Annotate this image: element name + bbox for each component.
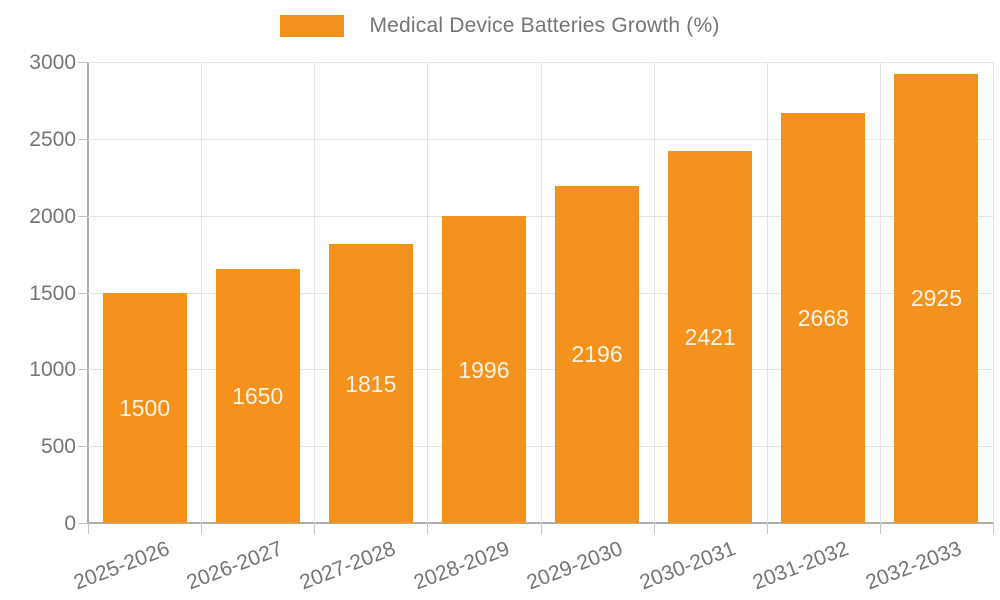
bar-2032-2033[interactable]: 2925 bbox=[894, 73, 979, 523]
y-tick-mark bbox=[78, 446, 88, 448]
y-tick-mark bbox=[78, 215, 88, 217]
x-gridline bbox=[766, 62, 768, 523]
bar-2031-2032[interactable]: 2668 bbox=[781, 113, 866, 523]
bar-2030-2031[interactable]: 2421 bbox=[668, 150, 753, 523]
y-axis-tick-label: 1500 bbox=[29, 281, 76, 305]
x-tick-mark bbox=[427, 523, 429, 534]
x-tick-mark bbox=[993, 523, 994, 534]
x-tick-mark bbox=[201, 523, 203, 534]
x-axis-label: 2026-2027 bbox=[183, 537, 286, 595]
y-tick-mark bbox=[78, 523, 88, 524]
legend: Medical Device Batteries Growth (%) bbox=[0, 14, 1000, 38]
x-axis-label: 2030-2031 bbox=[636, 537, 739, 595]
x-tick-mark bbox=[314, 523, 316, 534]
y-axis-tick-label: 3000 bbox=[29, 51, 76, 74]
bar-value-label: 1650 bbox=[232, 383, 284, 410]
x-tick-mark bbox=[540, 523, 542, 534]
bar-2027-2028[interactable]: 1815 bbox=[328, 244, 413, 523]
x-tick-mark bbox=[653, 523, 655, 534]
bar-2025-2026[interactable]: 1500 bbox=[102, 292, 187, 523]
bar-value-label: 2196 bbox=[571, 341, 623, 368]
bar-value-label: 2925 bbox=[910, 285, 963, 312]
legend-swatch[interactable] bbox=[280, 15, 345, 37]
legend-label[interactable]: Medical Device Batteries Growth (%) bbox=[369, 14, 720, 37]
x-axis-label: 2029-2030 bbox=[523, 537, 626, 595]
bar-value-label: 2668 bbox=[797, 305, 849, 332]
x-axis-label: 2027-2028 bbox=[297, 537, 400, 595]
y-axis-tick-label: 2500 bbox=[29, 127, 76, 151]
y-tick-mark bbox=[78, 62, 88, 63]
bar-2028-2029[interactable]: 1996 bbox=[441, 216, 526, 523]
plot-area: 1500 1650 1815 1996 2196 2421 2668 2925 bbox=[87, 62, 994, 524]
bar-2029-2030[interactable]: 2196 bbox=[555, 185, 640, 523]
x-gridline bbox=[653, 62, 655, 523]
x-gridline bbox=[993, 62, 994, 523]
x-axis-label: 2032-2033 bbox=[862, 537, 965, 595]
x-gridline bbox=[201, 62, 203, 523]
y-axis-tick-label: 500 bbox=[40, 435, 76, 459]
y-axis-tick-label: 0 bbox=[64, 512, 76, 535]
x-tick-mark bbox=[879, 523, 881, 534]
x-gridline bbox=[879, 62, 881, 523]
x-gridline bbox=[427, 62, 429, 523]
y-axis-tick-label: 1000 bbox=[29, 358, 76, 382]
x-tick-mark bbox=[88, 523, 89, 534]
bar-value-label: 1815 bbox=[345, 370, 397, 397]
bar-value-label: 1500 bbox=[118, 394, 171, 421]
x-axis-label: 2031-2032 bbox=[749, 537, 852, 595]
x-axis-line bbox=[87, 522, 993, 524]
x-axis-label: 2028-2029 bbox=[410, 537, 513, 595]
y-tick-mark bbox=[78, 292, 88, 294]
x-gridline bbox=[314, 62, 316, 523]
x-tick-mark bbox=[766, 523, 768, 534]
bar-value-label: 1996 bbox=[458, 356, 510, 383]
y-tick-mark bbox=[78, 138, 88, 140]
x-axis-label: 2025-2026 bbox=[70, 537, 173, 595]
y-tick-mark bbox=[78, 369, 88, 371]
y-axis-tick-label: 2000 bbox=[29, 204, 76, 228]
x-gridline bbox=[540, 62, 542, 523]
bar-2026-2027[interactable]: 1650 bbox=[215, 269, 300, 523]
bar-value-label: 2421 bbox=[684, 323, 736, 350]
